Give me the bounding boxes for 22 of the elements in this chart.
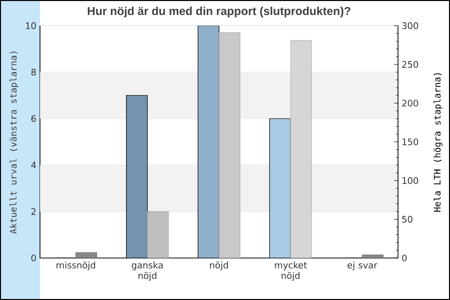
y2-tick-label: 100 (402, 177, 418, 184)
y-tick-label: 0 (31, 254, 36, 262)
x-tick-label: ej svar (348, 262, 378, 270)
chart-title: Hur nöjd är du med din rapport (slutprodukten)? (88, 6, 350, 18)
y-tick-label: 6 (31, 115, 36, 122)
x-tick-label: nöjd (210, 262, 228, 270)
y-axis-title: Aktuellt urval (vänstra staplarna) (10, 52, 18, 234)
x-tick-label: mycket nöjd (274, 262, 307, 281)
y2-axis-title: Hela LTH (högra staplarna) (434, 73, 442, 212)
bar (76, 252, 98, 258)
y2-tick-label: 50 (402, 216, 412, 223)
y2-tick-label: 200 (402, 100, 418, 107)
y2-tick-label: 300 (402, 22, 418, 30)
y-tick-label: 8 (31, 68, 36, 76)
y2-tick-label: 0 (402, 254, 407, 262)
y-tick-label: 4 (31, 162, 36, 168)
x-tick-label: missnöjd (56, 262, 96, 270)
x-tick-label: ganska nöjd (132, 262, 163, 281)
y2-tick-label: 250 (402, 61, 418, 68)
y-tick-label: 2 (31, 208, 36, 215)
y-tick-label: 10 (26, 22, 36, 30)
y2-tick-label: 150 (402, 138, 418, 146)
